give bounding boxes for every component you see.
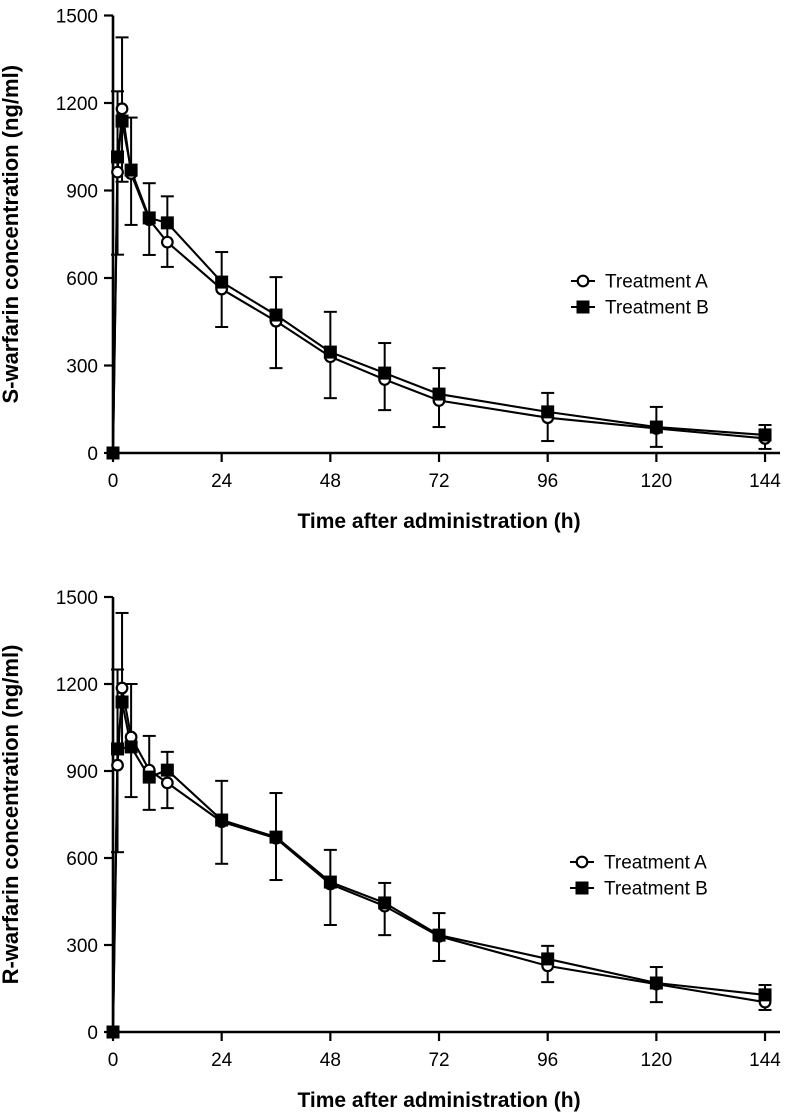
s-warfarin-chart: 0 300 600 900 1200 1500 0 24 48 72 96 120 144 Time af…: [0, 6, 781, 533]
x-tick-label: 96: [537, 471, 558, 492]
data-point-square: [378, 896, 392, 910]
data-point-square: [649, 976, 663, 990]
series-line-square: [111, 120, 766, 454]
data-point-square: [378, 366, 392, 380]
legend-circle-icon: [576, 274, 590, 288]
y-tick-label: 900: [66, 181, 98, 202]
data-point-square: [160, 216, 174, 230]
data-point-square: [215, 813, 229, 827]
y-tick-label: 0: [87, 1023, 98, 1044]
data-point-square: [269, 308, 283, 322]
legend-square-icon: [575, 881, 589, 895]
y-tick-label: 1500: [56, 6, 98, 27]
r-warfarin-chart: 0 300 600 900 1200 1500 0 24 48 72 96 120 144 Time af…: [0, 588, 781, 1112]
y-tick-label: 1500: [56, 588, 98, 609]
x-axis-title: Time after administration (h): [297, 510, 580, 533]
data-point-square: [111, 150, 125, 164]
y-tick-label: 0: [87, 444, 98, 465]
y-tick-label: 300: [66, 356, 98, 377]
x-tick-label: 72: [428, 1050, 449, 1071]
legend-label: Treatment B: [605, 298, 709, 319]
data-point-circle: [115, 681, 129, 695]
data-point-circle: [160, 776, 174, 790]
data-point-square: [758, 428, 772, 442]
data-point-square: [432, 928, 446, 942]
x-tick-label: 0: [108, 1050, 119, 1071]
data-point-circle: [160, 235, 174, 249]
x-tick-label: 24: [211, 471, 233, 492]
data-point-circle: [115, 102, 129, 116]
x-tick-label: 120: [641, 471, 673, 492]
y-tick-label: 900: [66, 762, 98, 783]
data-point-square: [649, 420, 663, 434]
data-point-square: [124, 740, 138, 754]
y-tick-label: 600: [66, 849, 98, 870]
x-tick-label: 0: [108, 471, 119, 492]
data-point-square: [142, 770, 156, 784]
data-point-square: [115, 695, 129, 709]
legend-square-icon: [576, 300, 590, 314]
s-warfarin-chart-panel: 0 300 600 900 1200 1500 0 24 48 72 96 120 144 Time af…: [0, 6, 781, 533]
legend-label: Treatment A: [604, 853, 707, 874]
data-point-square: [323, 345, 337, 359]
x-tick-label: 144: [749, 471, 781, 492]
x-axis-title: Time after administration (h): [297, 1089, 580, 1112]
data-point-square: [106, 1025, 120, 1039]
data-point-square: [106, 446, 120, 460]
legend-label: Treatment B: [604, 879, 708, 900]
y-tick-label: 600: [66, 269, 98, 290]
x-tick-label: 72: [428, 471, 449, 492]
data-point-square: [142, 211, 156, 225]
x-tick-label: 24: [211, 1050, 233, 1071]
legend-label: Treatment A: [605, 272, 708, 293]
r-warfarin-chart-panel: 0 300 600 900 1200 1500 0 24 48 72 96 120 144 Time af…: [0, 560, 786, 1120]
data-point-square: [758, 988, 772, 1002]
data-point-square: [541, 405, 555, 419]
y-axis-title: R-warfarin concentration (ng/ml): [0, 645, 23, 985]
data-point-square: [432, 387, 446, 401]
data-point-square: [115, 114, 129, 128]
data-point-square: [160, 763, 174, 777]
x-tick-label: 96: [537, 1050, 558, 1071]
x-tick-label: 48: [320, 471, 341, 492]
y-tick-label: 1200: [56, 675, 98, 696]
x-tick-label: 48: [320, 1050, 341, 1071]
data-point-square: [323, 875, 337, 889]
legend-circle-icon: [575, 855, 589, 869]
data-point-circle: [111, 758, 124, 772]
data-point-square: [111, 742, 125, 756]
x-tick-label: 144: [749, 1050, 781, 1071]
data-point-square: [269, 830, 283, 844]
data-point-square: [541, 952, 555, 966]
series-line-square: [111, 701, 766, 1033]
data-point-circle: [111, 165, 124, 179]
y-axis-title: S-warfarin concentration (ng/ml): [0, 65, 23, 404]
y-tick-label: 300: [66, 936, 98, 957]
data-point-square: [215, 275, 229, 289]
data-point-square: [124, 163, 138, 177]
x-tick-label: 120: [641, 1050, 673, 1071]
y-tick-label: 1200: [56, 94, 98, 115]
